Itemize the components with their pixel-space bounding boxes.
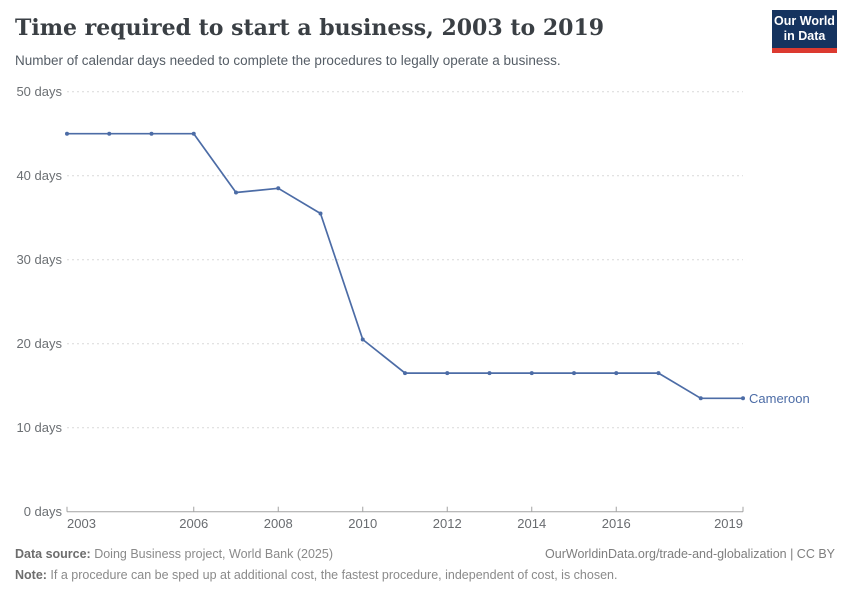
x-axis-tick-label: 2016 <box>601 516 631 531</box>
footer-source-row: Data source: Doing Business project, Wor… <box>15 547 835 561</box>
y-axis-tick-label: 0 days <box>23 503 62 519</box>
y-axis-tick-label: 40 days <box>16 167 62 183</box>
footer-source-text: Doing Business project, World Bank (2025… <box>90 547 333 561</box>
footer-note-row: Note: If a procedure can be sped up at a… <box>15 568 835 582</box>
data-point[interactable] <box>741 396 745 401</box>
data-point[interactable] <box>487 371 492 376</box>
footer-source: Data source: Doing Business project, Wor… <box>15 547 333 561</box>
page-title: Time required to start a business, 2003 … <box>15 15 605 41</box>
owid-logo-line1: Our World <box>774 14 835 28</box>
data-point[interactable] <box>107 131 112 136</box>
data-point[interactable] <box>65 131 69 136</box>
data-point[interactable] <box>149 131 154 136</box>
data-point[interactable] <box>191 131 196 136</box>
y-axis-tick-label: 10 days <box>16 419 62 435</box>
x-axis-tick-label: 2010 <box>348 516 378 531</box>
y-axis-tick-label: 50 days <box>16 83 62 99</box>
data-point[interactable] <box>445 371 450 376</box>
data-point[interactable] <box>234 190 238 195</box>
owid-logo[interactable]: Our World in Data <box>772 10 837 53</box>
data-point[interactable] <box>360 337 365 342</box>
x-axis-tick-label: 2003 <box>67 516 96 531</box>
data-point[interactable] <box>572 371 576 376</box>
x-axis-tick-label: 2012 <box>432 516 462 531</box>
data-point[interactable] <box>614 371 619 376</box>
data-point[interactable] <box>318 211 323 216</box>
x-axis-tick-label: 2006 <box>179 516 209 531</box>
x-axis-tick-label: 2019 <box>714 516 743 531</box>
x-axis-tick-label: 2008 <box>263 516 293 531</box>
data-point[interactable] <box>276 186 281 191</box>
y-axis-tick-label: 20 days <box>16 335 62 351</box>
data-point[interactable] <box>656 371 661 376</box>
x-axis-tick-label: 2014 <box>517 516 547 531</box>
page-subtitle: Number of calendar days needed to comple… <box>15 53 561 68</box>
footer-citation-link[interactable]: OurWorldinData.org/trade-and-globalizati… <box>545 547 835 561</box>
y-axis-tick-label: 30 days <box>16 251 62 267</box>
footer-note-text: If a procedure can be sped up at additio… <box>46 568 618 582</box>
data-point[interactable] <box>529 371 534 376</box>
line-chart-canvas[interactable] <box>0 80 850 540</box>
footer-source-label: Data source: <box>15 547 91 561</box>
series-line-cameroon[interactable] <box>66 132 744 400</box>
series-label-cameroon[interactable]: Cameroon <box>749 391 810 406</box>
footer-note-label: Note: <box>15 568 47 582</box>
data-point[interactable] <box>698 396 703 401</box>
data-point[interactable] <box>403 371 407 376</box>
owid-logo-line2: in Data <box>783 29 826 43</box>
